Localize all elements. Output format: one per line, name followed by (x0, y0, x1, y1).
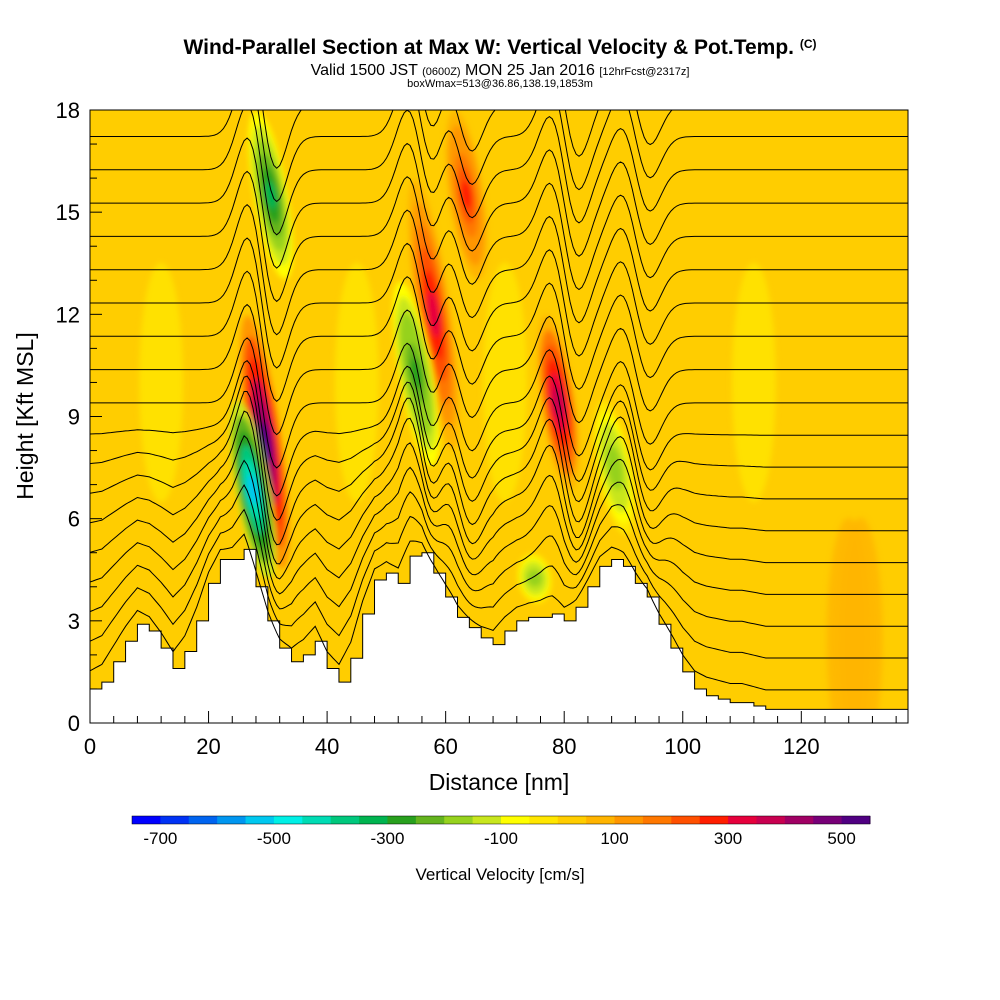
theta-contour (90, 533, 908, 691)
theta-contour (90, 170, 908, 303)
colorbar-swatch (359, 816, 388, 824)
y-tick-label: 12 (56, 302, 80, 327)
colorbar-swatch (784, 816, 814, 824)
colorbar-swatch (813, 816, 843, 824)
colorbar-tick-label: 100 (600, 829, 628, 848)
y-tick-label: 9 (68, 405, 80, 430)
colorbar-swatch (699, 816, 729, 824)
colorbar-swatch (529, 816, 559, 824)
theta-contour (90, 204, 908, 336)
y-tick-label: 0 (68, 711, 80, 736)
colorbar-tick-label: -100 (484, 829, 518, 848)
y-tick-label: 6 (68, 507, 80, 532)
colorbar-swatch (302, 816, 332, 824)
colorbar-tick-label: -700 (143, 829, 177, 848)
downdraft-patch (410, 358, 422, 390)
colorbar-swatch (557, 816, 587, 824)
colorbar-swatch (330, 816, 360, 824)
velocity-band (482, 262, 527, 503)
colorbar-tick-label: 500 (827, 829, 855, 848)
theta-contour (90, 303, 908, 436)
colorbar-frame (131, 815, 871, 825)
theta-contour (90, 137, 908, 269)
chart-title: Wind-Parallel Section at Max W: Vertical… (0, 36, 1000, 60)
theta-contour (90, 459, 908, 595)
downdraft-patch (264, 181, 277, 210)
theta-contour (90, 270, 908, 402)
theta-contour (90, 337, 908, 469)
colorbar-swatch (642, 816, 672, 824)
theta-contour (90, 410, 908, 565)
colorbar-tick-label: -500 (257, 829, 291, 848)
chart-subtitle: Valid 1500 JST (0600Z) MON 25 Jan 2016 [… (0, 62, 1000, 80)
forecast-info: [12hrFcst@2317z] (599, 66, 690, 78)
y-tick-label: 18 (56, 98, 80, 123)
y-tick-label: 15 (56, 200, 80, 225)
colorbar: -700 -500 -300 -100 100 300 500 (131, 815, 871, 848)
valid-date: MON 25 Jan 2016 (465, 62, 595, 79)
theta-contour (90, 237, 908, 369)
colorbar-swatch (387, 816, 417, 824)
colorbar-label: Vertical Velocity [cm/s] (415, 865, 584, 884)
terrain-outline (90, 548, 908, 710)
downdraft-patch (608, 456, 621, 479)
x-tick-label: 120 (783, 734, 820, 759)
colorbar-swatch (586, 816, 616, 824)
theta-contour (90, 110, 908, 236)
colorbar-swatch (671, 816, 701, 824)
theta-contour (90, 434, 908, 580)
title-text: Wind-Parallel Section at Max W: Vertical… (183, 36, 794, 59)
velocity-band (139, 262, 184, 503)
theta-contour (90, 360, 908, 497)
plot-area (90, 110, 908, 723)
colorbar-swatch (132, 816, 161, 824)
colorbar-swatch (472, 816, 502, 824)
x-tick-label: 100 (664, 734, 701, 759)
colorbar-tick-label: -300 (370, 829, 404, 848)
x-tick-label: 40 (315, 734, 339, 759)
colorbar-swatch (501, 816, 530, 824)
velocity-band (731, 262, 776, 503)
colorbar-swatch (245, 816, 275, 824)
colorbar-swatch (160, 816, 190, 824)
velocity-band (334, 262, 379, 503)
colorbar-swatch (188, 816, 218, 824)
colorbar-swatch (756, 816, 786, 824)
title-mark: (C) (799, 37, 817, 51)
x-tick-label: 20 (196, 734, 220, 759)
colorbar-swatch (273, 816, 303, 824)
theta-contour (90, 508, 908, 659)
downdraft-patch (529, 573, 540, 583)
x-axis-label: Distance [nm] (429, 769, 570, 795)
theta-contour (90, 375, 908, 521)
valid-time: Valid 1500 JST (310, 62, 418, 79)
y-tick-label: 3 (68, 609, 80, 634)
theta-contours (90, 110, 908, 691)
velocity-band (838, 517, 883, 710)
theta-contour (90, 110, 908, 203)
colorbar-swatch (614, 816, 644, 824)
colorbar-tick-label: 300 (714, 829, 742, 848)
box-info: boxWmax=513@36.86,138.19,1853m (407, 78, 593, 90)
valid-utc: (0600Z) (422, 66, 461, 78)
y-axis-label: Height [Kft MSL] (12, 332, 38, 499)
colorbar-swatch (728, 816, 757, 824)
colorbar-swatch (415, 816, 445, 824)
x-tick-label: 80 (552, 734, 576, 759)
theta-contour (90, 483, 908, 627)
x-tick-label: 0 (84, 734, 96, 759)
x-tick-label: 60 (433, 734, 457, 759)
colorbar-swatch (444, 816, 474, 824)
colorbar-swatch (841, 816, 871, 824)
theta-contour (90, 391, 908, 546)
colorbar-swatch (217, 816, 247, 824)
